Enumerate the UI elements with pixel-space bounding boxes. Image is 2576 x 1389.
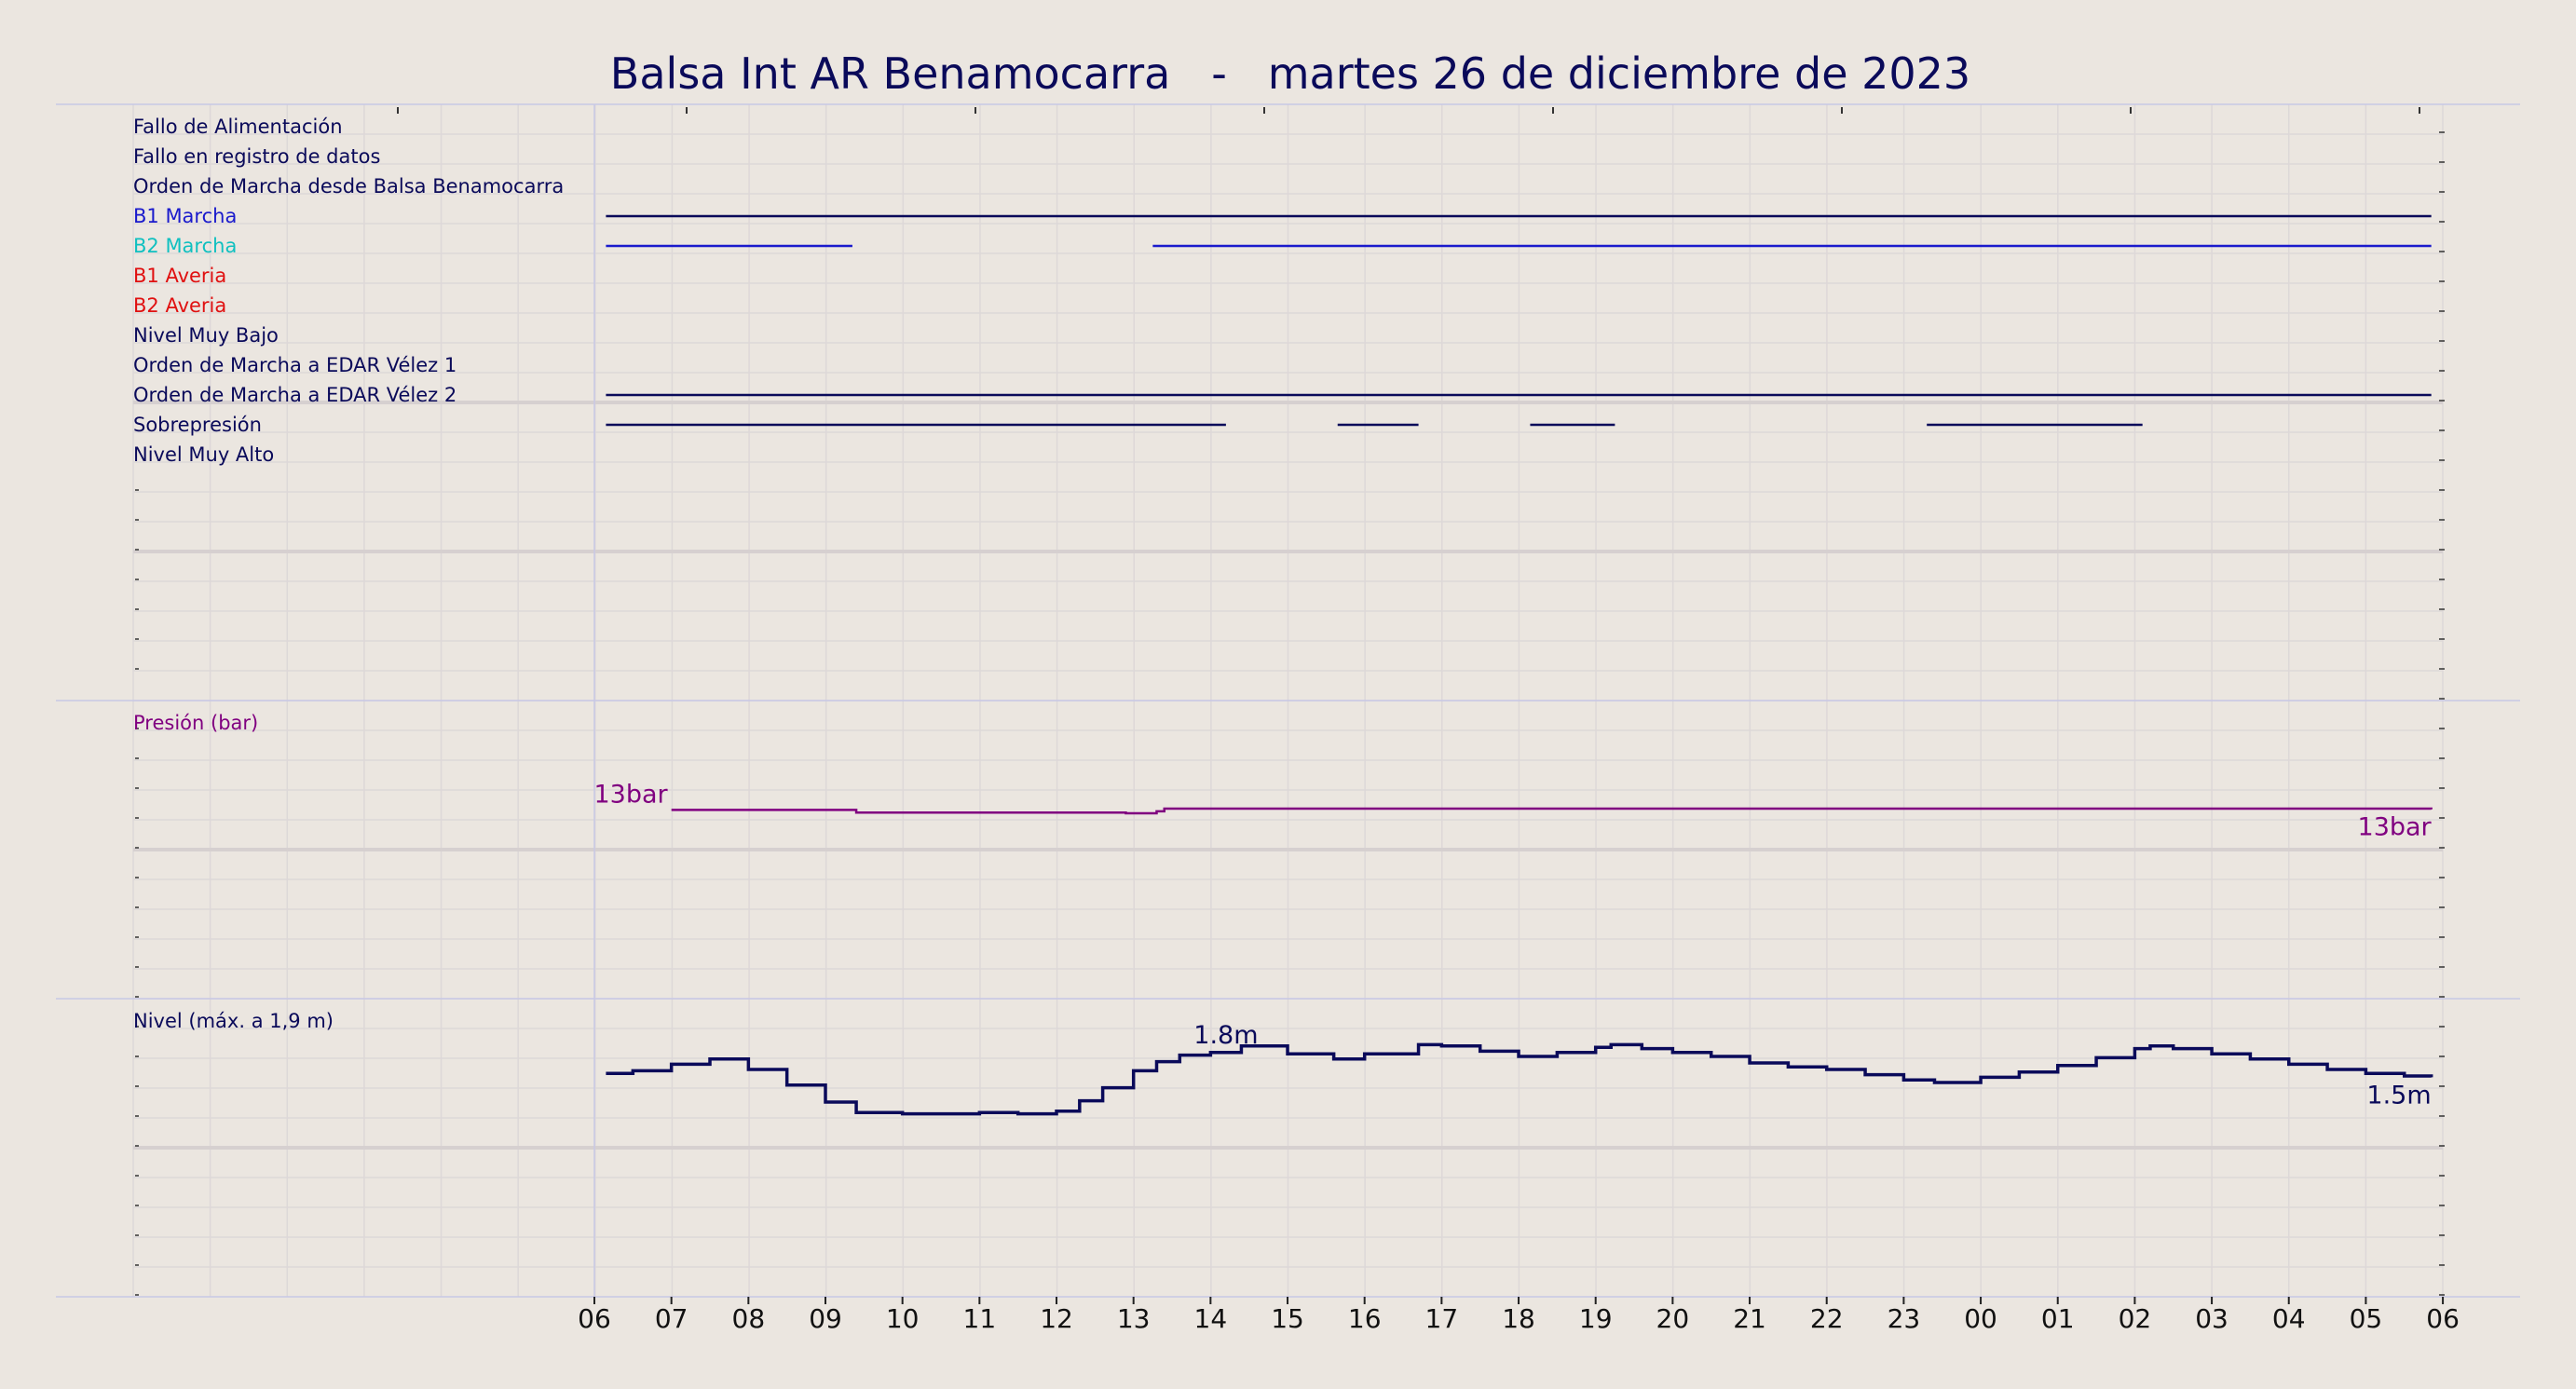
x-tick-label: 06 [578,1303,611,1334]
x-tick-label: 06 [2426,1303,2460,1334]
pressure-line [671,807,2433,815]
event-label: B2 Marcha [133,235,237,257]
event-label: Fallo de Alimentación [133,116,343,138]
level-max-label: 1.8m [1193,1021,1258,1050]
x-tick-label: 10 [886,1303,920,1334]
event-label: Orden de Marcha a EDAR Vélez 2 [133,384,457,406]
x-tick-label: 14 [1194,1303,1228,1334]
x-tick-label: 12 [1040,1303,1073,1334]
x-axis: 06 07 08 09 10 11 12 13 14 15 16 17 18 19 20 21 22 23 00 01… [578,1297,2460,1334]
x-tick-label: 21 [1733,1303,1766,1334]
x-tick-label: 05 [2350,1303,2383,1334]
x-tick-label: 11 [963,1303,997,1334]
x-tick-label: 23 [1888,1303,1921,1334]
level-end-label: 1.5m [2366,1081,2431,1110]
x-tick-label: 02 [2119,1303,2152,1334]
grid [56,103,2520,1298]
events-panel: Fallo de Alimentación Fallo en registro d… [133,116,2432,466]
pressure-axis-label: Presión (bar) [133,712,258,734]
event-label: Fallo en registro de datos [133,145,380,168]
chart-title: Balsa Int AR Benamocarra - martes 26 de … [610,48,1970,99]
pressure-panel: Presión (bar) 13bar 13bar [133,712,2433,842]
x-tick-label: 03 [2195,1303,2228,1334]
x-tick-label: 15 [1271,1303,1304,1334]
x-tick-label: 19 [1579,1303,1613,1334]
event-label: Orden de Marcha desde Balsa Benamocarra [133,175,564,197]
x-tick-label: 20 [1656,1303,1690,1334]
event-label: Nivel Muy Alto [133,443,274,466]
pressure-start-label: 13bar [594,780,669,809]
event-label: Nivel Muy Bajo [133,324,279,347]
x-tick-label: 16 [1348,1303,1382,1334]
event-label: Sobrepresión [133,414,262,436]
level-panel: Nivel (máx. a 1,9 m) 1.8m 1.5m [133,1010,2433,1116]
pressure-end-label: 13bar [2358,813,2433,842]
level-line [606,1042,2433,1116]
x-tick-label: 01 [2041,1303,2075,1334]
x-tick-label: 13 [1117,1303,1151,1334]
event-label: B1 Marcha [133,205,237,227]
x-tick-label: 17 [1425,1303,1459,1334]
x-tick-label: 04 [2272,1303,2306,1334]
x-tick-label: 08 [732,1303,766,1334]
event-label: B1 Averia [133,265,226,287]
x-tick-label: 22 [1810,1303,1844,1334]
level-axis-label: Nivel (máx. a 1,9 m) [133,1010,334,1032]
x-tick-label: 09 [809,1303,842,1334]
x-tick-label: 00 [1964,1303,1997,1334]
event-label: Orden de Marcha a EDAR Vélez 1 [133,354,457,376]
x-tick-label: 18 [1502,1303,1535,1334]
event-label: B2 Averia [133,294,226,317]
x-tick-label: 07 [655,1303,688,1334]
